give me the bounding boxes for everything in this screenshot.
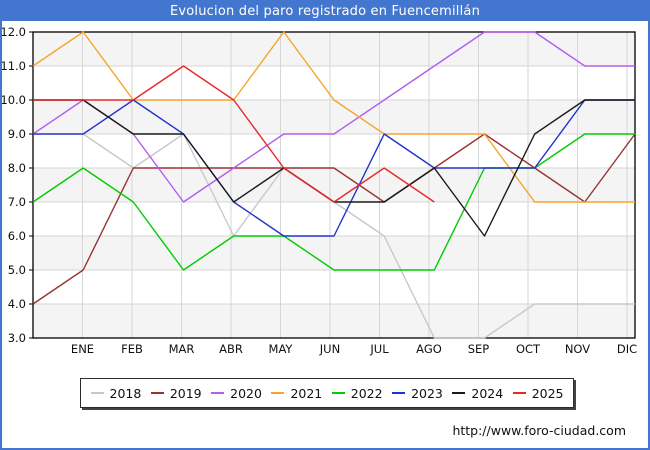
legend-item-2018: 2018 — [90, 385, 142, 401]
chart-legend: 2018 2019 2020 2021 2022 2023 2024 2025 — [80, 378, 574, 408]
x-tick-label: OCT — [516, 342, 541, 356]
y-tick-label: 6.0 — [8, 229, 26, 243]
y-tick-label: 11.0 — [2, 59, 26, 73]
legend-dash-2024 — [452, 392, 466, 394]
plot-band — [33, 304, 635, 338]
x-tick-label: NOV — [565, 342, 590, 356]
legend-label-2018: 2018 — [109, 385, 142, 401]
x-tick-label: AGO — [416, 342, 442, 356]
legend-item-2019: 2019 — [150, 385, 202, 401]
plot-band — [33, 100, 635, 134]
series-line-2025 — [33, 65, 435, 203]
y-tick-label: 4.0 — [8, 297, 26, 311]
foro-ciudad-link[interactable]: http://www.foro-ciudad.com — [452, 423, 626, 438]
legend-label-2021: 2021 — [290, 385, 323, 401]
legend-dash-2022 — [331, 392, 345, 394]
legend-dash-2021 — [271, 392, 285, 394]
y-tick-label: 10.0 — [2, 93, 26, 107]
series-line-2018 — [82, 133, 635, 339]
legend-label-2024: 2024 — [471, 385, 504, 401]
legend-item-2024: 2024 — [452, 386, 503, 401]
legend-dash-2018 — [90, 392, 104, 394]
x-tick-label: MAY — [269, 342, 294, 356]
x-tick-label: JUN — [319, 342, 340, 356]
y-tick-label: 8.0 — [8, 161, 26, 175]
legend-item-2025: 2025 — [512, 385, 564, 401]
plot-band — [33, 168, 635, 202]
y-tick-label: 5.0 — [8, 263, 26, 277]
plot-band — [33, 236, 635, 270]
x-tick-label: ENE — [71, 342, 94, 356]
legend-label-2020: 2020 — [230, 385, 262, 401]
legend-label-2022: 2022 — [350, 385, 383, 401]
x-tick-label: MAR — [169, 342, 195, 356]
y-tick-label: 7.0 — [8, 195, 26, 209]
legend-label-2025: 2025 — [531, 385, 564, 401]
plot-border — [32, 31, 636, 339]
legend-item-2022: 2022 — [331, 385, 383, 401]
y-tick-label: 3.0 — [8, 331, 26, 345]
x-tick-label: SEP — [468, 342, 490, 356]
legend-dash-2023 — [392, 392, 406, 394]
x-tick-label: FEB — [121, 342, 143, 356]
legend-dash-2020 — [211, 392, 225, 394]
legend-dash-2019 — [150, 392, 164, 394]
series-line-2019 — [32, 133, 636, 305]
legend-item-2023: 2023 — [392, 386, 443, 401]
x-tick-label: ABR — [219, 342, 243, 356]
legend-label-2023: 2023 — [411, 385, 443, 401]
legend-item-2020: 2020 — [211, 386, 262, 401]
x-tick-label: DIC — [617, 342, 637, 356]
y-tick-label: 9.0 — [8, 127, 26, 141]
legend-label-2019: 2019 — [169, 385, 202, 401]
legend-item-2021: 2021 — [271, 386, 322, 401]
x-tick-label: JUL — [369, 342, 389, 356]
plot-band — [33, 32, 635, 66]
y-tick-label: 12.0 — [2, 25, 26, 39]
legend-dash-2025 — [512, 392, 526, 394]
chart-title: Evolucion del paro registrado en Fuencem… — [2, 2, 648, 21]
